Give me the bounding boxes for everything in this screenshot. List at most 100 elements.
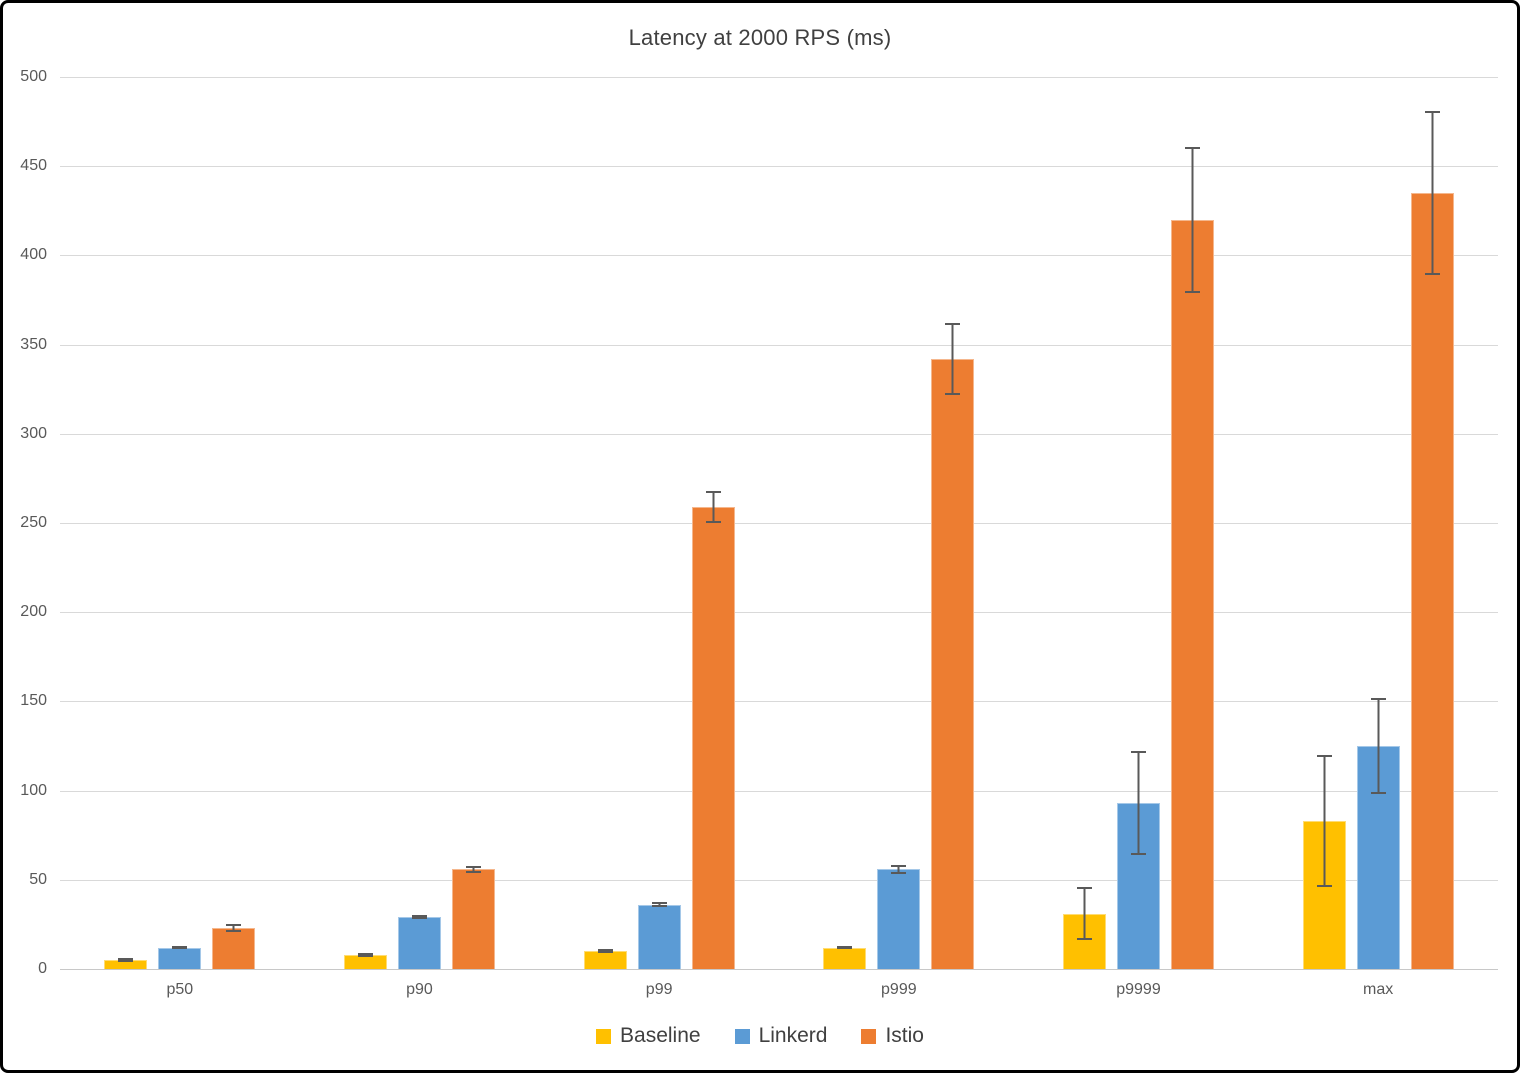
error-bar-cap bbox=[837, 947, 853, 950]
category-group-p90: p90 bbox=[300, 77, 540, 998]
y-axis-tick-label: 500 bbox=[20, 68, 47, 85]
x-axis-category-label: p50 bbox=[166, 981, 194, 998]
y-axis-tick-label: 250 bbox=[20, 514, 47, 531]
error-bar-cap bbox=[172, 945, 188, 948]
legend-item-linkerd: Linkerd bbox=[734, 1024, 828, 1048]
error-bar-stem bbox=[1431, 110, 1434, 276]
bar-istio-p999 bbox=[931, 358, 975, 969]
x-axis-category-label: p90 bbox=[406, 981, 433, 998]
error-bar-cap bbox=[1184, 146, 1200, 149]
legend-swatch-icon bbox=[596, 1028, 612, 1044]
x-axis-line bbox=[60, 969, 1498, 970]
x-axis-category-label: max bbox=[1363, 981, 1394, 998]
error-bar-stem bbox=[472, 865, 475, 873]
error-bar-istio-p999 bbox=[945, 323, 961, 395]
bar-istio-max bbox=[1410, 192, 1454, 969]
gridline bbox=[60, 255, 1498, 257]
error-bar-cap bbox=[1316, 884, 1332, 887]
error-bar-baseline-p99 bbox=[597, 949, 613, 953]
y-axis-tick-label: 200 bbox=[20, 603, 47, 621]
error-bar-linkerd-max bbox=[1370, 697, 1386, 795]
y-axis-tick-label: 50 bbox=[29, 870, 47, 888]
error-bar-cap bbox=[1130, 852, 1146, 855]
error-bar-stem bbox=[951, 323, 954, 395]
bar-baseline-p90 bbox=[343, 954, 387, 969]
gridline bbox=[60, 523, 1498, 524]
error-bar-cap bbox=[118, 959, 134, 962]
error-bar-linkerd-p90 bbox=[411, 915, 427, 920]
error-bar-cap bbox=[651, 902, 667, 905]
bar-istio-p90 bbox=[451, 869, 495, 969]
error-bar-stem bbox=[1083, 886, 1086, 941]
category-group-p999: p999 bbox=[779, 77, 1019, 998]
error-bar-istio-p90 bbox=[465, 865, 481, 873]
legend-item-istio: Istio bbox=[861, 1024, 924, 1048]
error-bar-cap bbox=[705, 490, 721, 493]
error-bar-cap bbox=[705, 520, 721, 523]
gridline bbox=[60, 344, 1498, 346]
error-bar-cap bbox=[1370, 697, 1386, 700]
error-bar-cap bbox=[1076, 938, 1092, 941]
error-bar-cap bbox=[1184, 290, 1200, 293]
bar-istio-p9999 bbox=[1170, 219, 1214, 969]
chart-title: Latency at 2000 RPS (ms) bbox=[628, 25, 892, 50]
y-axis-tick-label: 400 bbox=[20, 246, 47, 264]
gridline bbox=[60, 166, 1498, 168]
gridline bbox=[60, 701, 1498, 703]
error-bar-cap bbox=[891, 864, 907, 867]
error-bar-baseline-p9999 bbox=[1076, 886, 1092, 941]
error-bar-cap bbox=[465, 865, 481, 868]
error-bar-istio-p99 bbox=[705, 490, 721, 523]
legend-label: Istio bbox=[885, 1024, 924, 1047]
error-bar-linkerd-p999 bbox=[891, 864, 907, 874]
error-bar-cap bbox=[172, 947, 188, 950]
gridline bbox=[60, 790, 1498, 792]
bar-linkerd-p999 bbox=[877, 869, 921, 969]
category-group-p99: p99 bbox=[539, 77, 779, 998]
y-axis-tick-label: 350 bbox=[20, 335, 47, 353]
error-bar-stem bbox=[1377, 697, 1380, 795]
error-bar-cap bbox=[597, 949, 613, 952]
error-bar-cap bbox=[226, 923, 242, 926]
error-bar-stem bbox=[1191, 146, 1194, 293]
error-bar-istio-p50 bbox=[226, 923, 242, 933]
error-bar-linkerd-p9999 bbox=[1130, 751, 1146, 855]
legend-label: Linkerd bbox=[758, 1024, 828, 1047]
x-axis-category-label: p999 bbox=[881, 981, 917, 998]
error-bar-linkerd-p99 bbox=[651, 902, 667, 908]
error-bar-istio-p9999 bbox=[1184, 146, 1200, 293]
error-bar-cap bbox=[597, 950, 613, 953]
error-bar-baseline-max bbox=[1316, 754, 1332, 887]
y-axis-tick-label: 100 bbox=[20, 781, 47, 799]
error-bar-cap bbox=[1130, 751, 1146, 754]
error-bar-cap bbox=[1424, 273, 1440, 276]
error-bar-cap bbox=[1424, 110, 1440, 113]
bar-baseline-max bbox=[1302, 820, 1346, 969]
error-bar-cap bbox=[118, 958, 134, 961]
x-axis-category-label: p99 bbox=[645, 981, 673, 998]
error-bar-baseline-p999 bbox=[837, 945, 853, 950]
bar-baseline-p999 bbox=[823, 947, 867, 969]
y-axis-tick-label: 300 bbox=[20, 424, 47, 442]
error-bar-stem bbox=[897, 864, 900, 874]
error-bar-cap bbox=[1316, 754, 1332, 757]
error-bar-istio-max bbox=[1424, 110, 1440, 276]
error-bar-cap bbox=[945, 323, 961, 326]
error-bar-cap bbox=[411, 915, 427, 918]
gridline bbox=[60, 77, 1498, 78]
error-bar-cap bbox=[1370, 792, 1386, 795]
error-bar-cap bbox=[651, 905, 667, 908]
category-group-max: max bbox=[1258, 77, 1498, 998]
error-bar-cap bbox=[945, 392, 961, 395]
error-bar-cap bbox=[1076, 886, 1092, 889]
category-group-p9999: p9999 bbox=[1019, 77, 1259, 998]
error-bar-cap bbox=[357, 954, 373, 957]
legend-label: Baseline bbox=[620, 1024, 701, 1047]
error-bar-linkerd-p50 bbox=[172, 945, 188, 950]
error-bar-stem bbox=[232, 923, 235, 933]
plot-area: 0 50 100 150 200 250 300 350 400 450 500 p50 p90 p99 p… bbox=[20, 68, 1498, 998]
error-bar-stem bbox=[1323, 754, 1326, 887]
y-axis-tick-label: 0 bbox=[38, 960, 47, 977]
legend-swatch-icon bbox=[861, 1028, 877, 1044]
